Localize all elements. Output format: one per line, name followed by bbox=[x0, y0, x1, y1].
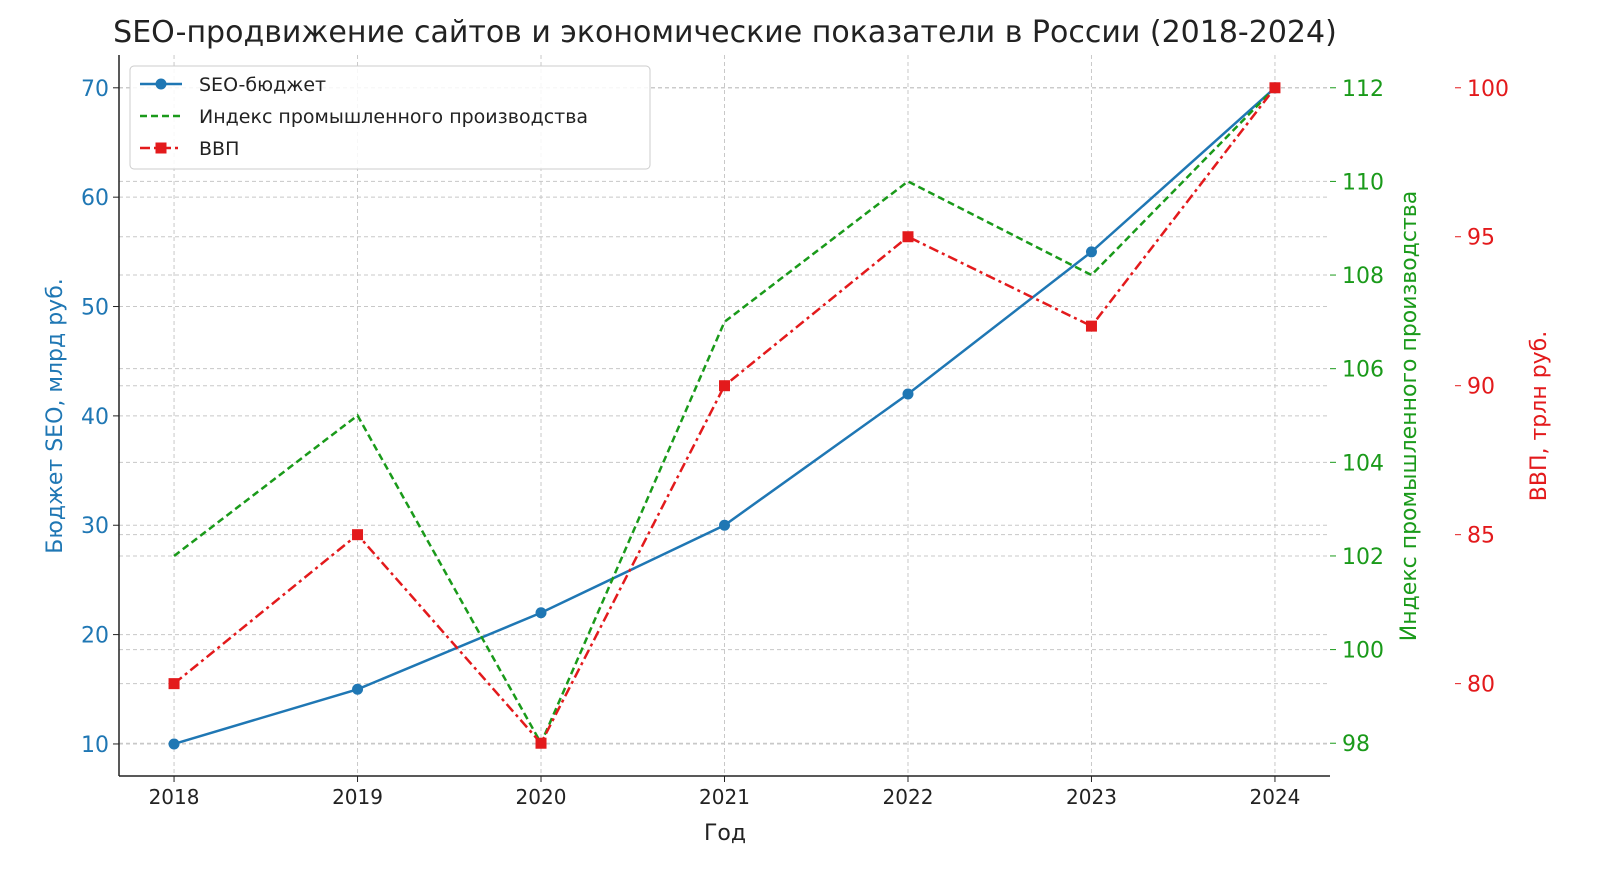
chart-title: SEO-продвижение сайтов и экономические п… bbox=[113, 15, 1337, 50]
legend-marker bbox=[155, 78, 167, 90]
left-axis-label: Бюджет SEO, млрд руб. bbox=[43, 278, 68, 554]
data-point bbox=[168, 738, 180, 750]
data-point bbox=[535, 607, 547, 619]
right1-tick-label: 100 bbox=[1342, 639, 1384, 664]
data-point bbox=[902, 231, 914, 243]
data-point bbox=[719, 380, 730, 392]
data-point bbox=[719, 519, 730, 531]
left-tick-label: 70 bbox=[81, 77, 109, 102]
right1-tick-label: 108 bbox=[1342, 264, 1384, 289]
x-tick-label: 2024 bbox=[1250, 785, 1301, 809]
x-axis-label: Год bbox=[704, 821, 746, 846]
x-tick-label: 2019 bbox=[332, 785, 383, 809]
right2-tick-label: 90 bbox=[1467, 375, 1495, 400]
right1-tick-label: 112 bbox=[1342, 77, 1384, 102]
data-point bbox=[535, 737, 547, 749]
data-point bbox=[902, 388, 914, 400]
x-tick-label: 2022 bbox=[883, 785, 934, 809]
legend-label: Индекс промышленного производства bbox=[199, 106, 588, 128]
left-tick-label: 50 bbox=[81, 296, 109, 321]
legend-label: SEO-бюджет bbox=[199, 74, 326, 96]
legend-box bbox=[129, 65, 651, 170]
data-point bbox=[352, 683, 364, 695]
x-tick-label: 2021 bbox=[699, 785, 750, 809]
x-tick-label: 2018 bbox=[149, 785, 200, 809]
legend-label: ВВП bbox=[199, 138, 239, 160]
legend: SEO-бюджет Индекс промышленного производс… bbox=[129, 65, 651, 170]
left-tick-label: 20 bbox=[81, 624, 109, 649]
grid bbox=[119, 55, 1330, 776]
series-line-1 bbox=[173, 86, 1276, 747]
left-tick-label: 10 bbox=[81, 733, 109, 758]
right2-tick-label: 100 bbox=[1467, 77, 1509, 102]
x-tick-label: 2023 bbox=[1066, 785, 1117, 809]
data-point bbox=[168, 678, 180, 690]
data-point bbox=[1269, 82, 1281, 94]
data-point bbox=[1085, 246, 1097, 258]
right1-tick-label: 102 bbox=[1342, 545, 1384, 570]
left-tick-label: 40 bbox=[81, 405, 109, 430]
axes: 2018 2019 2020 2021 2022 2023 2024 10 20 30 40 50 60… bbox=[81, 55, 1509, 809]
right1-axis-label: Индекс промышленного производства bbox=[1397, 191, 1422, 642]
legend-marker bbox=[155, 142, 167, 154]
data-point bbox=[1085, 320, 1097, 332]
right1-tick-label: 110 bbox=[1342, 170, 1384, 195]
right2-tick-label: 95 bbox=[1467, 226, 1495, 251]
right1-tick-label: 98 bbox=[1342, 732, 1370, 757]
left-tick-label: 30 bbox=[81, 514, 109, 539]
right2-tick-label: 85 bbox=[1467, 524, 1495, 549]
right1-tick-label: 104 bbox=[1342, 451, 1384, 476]
data-point bbox=[352, 529, 364, 541]
series-lines bbox=[168, 82, 1281, 750]
right2-tick-label: 80 bbox=[1467, 673, 1495, 698]
right1-tick-label: 106 bbox=[1342, 358, 1384, 383]
right2-axis-label: ВВП, трлн руб. bbox=[1527, 331, 1552, 501]
left-tick-label: 60 bbox=[81, 186, 109, 211]
x-tick-label: 2020 bbox=[516, 785, 567, 809]
